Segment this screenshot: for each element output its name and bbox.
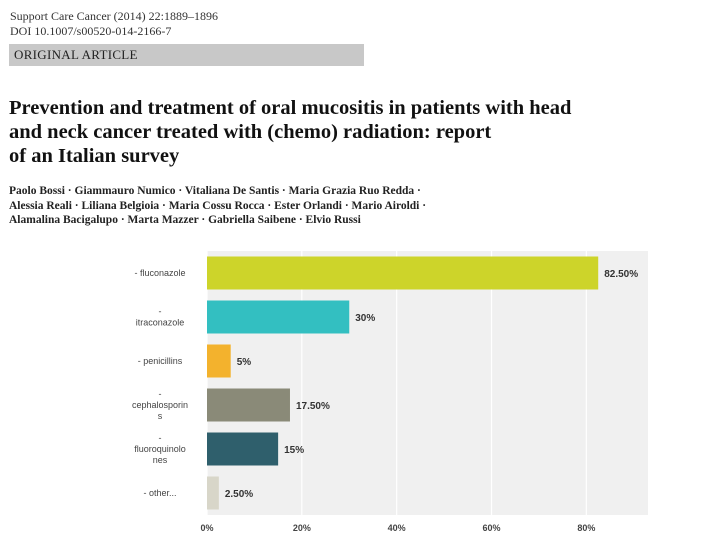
article-type-band: ORIGINAL ARTICLE — [9, 44, 364, 66]
category-label: - — [159, 433, 162, 443]
title-line: Prevention and treatment of oral mucosit… — [9, 97, 572, 119]
category-label: - penicillins — [138, 356, 183, 366]
title-line: and neck cancer treated with (chemo) rad… — [9, 121, 492, 143]
x-tick-label: 80% — [577, 523, 595, 533]
bar-other — [207, 476, 219, 510]
antibiotic-usage-chart: 0% 20% 40% 60% 80% 82.50% - fluconazole 30% - itr… — [120, 248, 659, 540]
bar-fluconazole — [207, 256, 599, 290]
author-line: Alamalina Bacigalupo · Marta Mazzer · Ga… — [9, 214, 361, 226]
article-type-label: ORIGINAL ARTICLE — [14, 47, 138, 62]
journal-doi: DOI 10.1007/s00520-014-2166-7 — [10, 24, 172, 38]
value-label: 30% — [355, 313, 375, 324]
journal-line-1: Support Care Cancer (2014) 22:1889–1896 — [10, 9, 218, 23]
bar-penicillins — [207, 344, 231, 378]
plot-area — [207, 251, 648, 515]
value-label: 15% — [284, 445, 304, 456]
x-tick-label: 0% — [200, 523, 213, 533]
author-list: Paolo Bossi · Giammauro Numico · Vitalia… — [9, 184, 714, 228]
x-tick-label: 60% — [483, 523, 501, 533]
x-tick-label: 40% — [388, 523, 406, 533]
bar-cephalosporins — [207, 388, 290, 422]
value-label: 2.50% — [225, 489, 253, 500]
category-label: fluoroquinolo — [134, 444, 186, 454]
category-label: - fluconazole — [134, 268, 185, 278]
category-label: - — [159, 307, 162, 317]
value-label: 82.50% — [604, 269, 638, 280]
journal-citation: Support Care Cancer (2014) 22:1889–1896 … — [10, 9, 218, 39]
bar-itraconazole — [207, 300, 350, 334]
category-label: itraconazole — [136, 318, 185, 328]
bar-chart-svg: 0% 20% 40% 60% 80%82.50%- fluconazole30%-itr… — [132, 251, 648, 533]
category-label: cephalosporin — [132, 400, 188, 410]
author-line: Paolo Bossi · Giammauro Numico · Vitalia… — [9, 185, 421, 197]
paper-title: Prevention and treatment of oral mucosit… — [9, 96, 714, 168]
bar-fluoroquinolones — [207, 432, 279, 466]
value-label: 17.50% — [296, 401, 330, 412]
author-line: Alessia Reali · Liliana Belgioia · Maria… — [9, 199, 427, 212]
category-label: nes — [153, 455, 168, 465]
title-line: of an Italian survey — [9, 145, 180, 167]
category-label: - other... — [143, 488, 176, 498]
value-label: 5% — [237, 357, 252, 368]
x-tick-label: 20% — [293, 523, 311, 533]
category-label: - — [159, 389, 162, 399]
category-label: s — [158, 411, 163, 421]
